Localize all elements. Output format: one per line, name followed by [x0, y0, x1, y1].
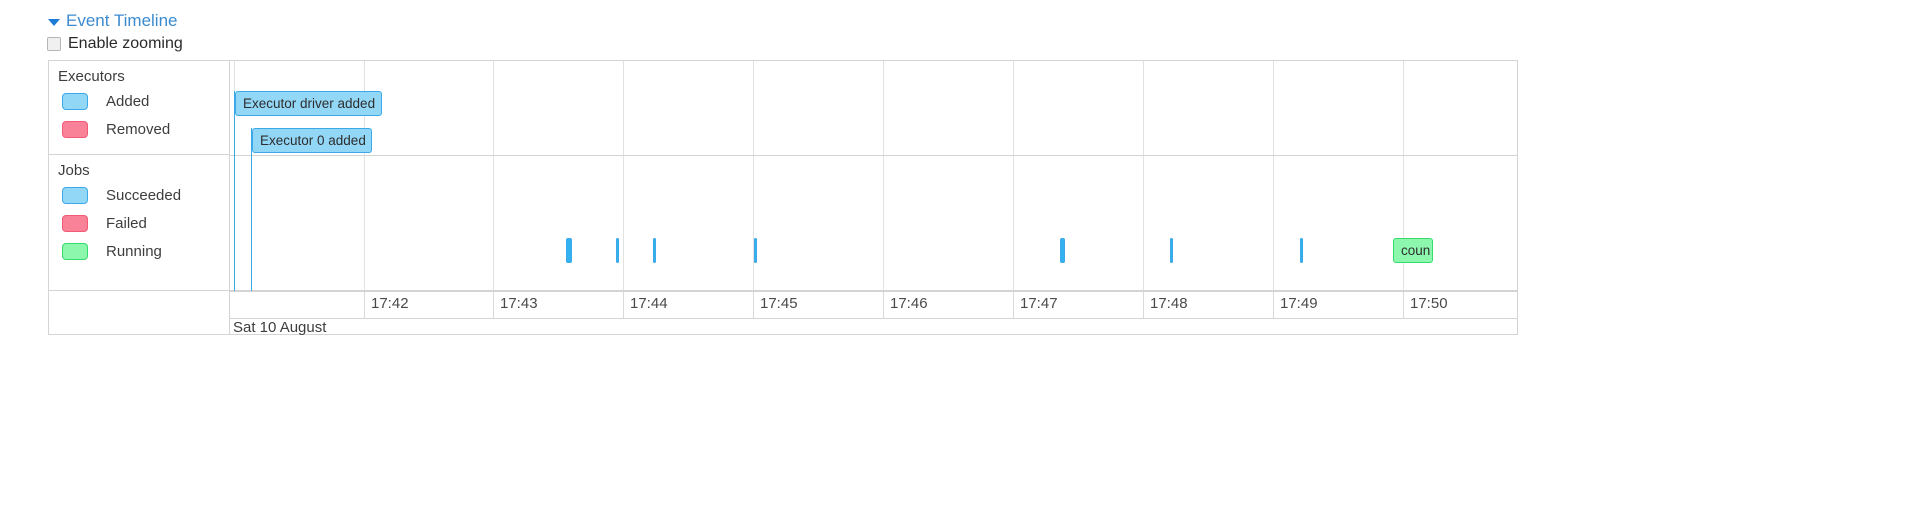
legend-item-removed: Removed — [49, 115, 230, 143]
enable-zooming-row[interactable]: Enable zooming — [47, 35, 183, 53]
legend-label-succeeded: Succeeded — [106, 186, 182, 204]
page-title[interactable]: Event Timeline — [66, 11, 178, 30]
job-bar[interactable] — [566, 238, 572, 263]
row-divider — [230, 290, 1517, 291]
job-event-box[interactable]: coun — [1393, 238, 1433, 263]
axis-tick-label: 17:46 — [890, 295, 928, 312]
legend-item-failed: Failed — [49, 209, 230, 237]
axis-tick — [753, 292, 754, 318]
grid-line — [623, 61, 624, 291]
legend-label-added: Added — [106, 92, 150, 110]
legend-label-failed: Failed — [106, 214, 147, 232]
grid-line — [1143, 61, 1144, 291]
grid-line — [1403, 61, 1404, 291]
axis-tick-label: 17:43 — [500, 295, 538, 312]
timeline-plot-area[interactable]: Executor driver added Executor 0 added cou… — [230, 61, 1517, 291]
legend-label-running: Running — [106, 242, 162, 260]
swatch-red-icon — [62, 120, 88, 138]
grid-line — [364, 61, 365, 291]
enable-zooming-label: Enable zooming — [68, 35, 183, 52]
row-divider — [230, 155, 1517, 156]
executor-event-box[interactable]: Executor driver added — [235, 91, 382, 116]
axis-tick-label: 17:49 — [1280, 295, 1318, 312]
swatch-green-icon — [62, 242, 88, 260]
swatch-red-icon — [62, 214, 88, 232]
job-bar[interactable] — [1060, 238, 1065, 263]
job-bar[interactable] — [616, 238, 619, 263]
axis-tick-label: 17:44 — [630, 295, 668, 312]
job-bar[interactable] — [1170, 238, 1173, 263]
event-timeline-toggle[interactable]: Event Timeline — [48, 11, 178, 31]
axis-tick — [1013, 292, 1014, 318]
checkbox-icon[interactable] — [47, 37, 61, 51]
executor-event-box[interactable]: Executor 0 added — [252, 128, 372, 153]
job-bar[interactable] — [1300, 238, 1303, 263]
axis-tick-label: 17:48 — [1150, 295, 1188, 312]
axis-tick — [364, 292, 365, 318]
legend-item-succeeded: Succeeded — [49, 181, 230, 209]
axis-tick-label: 17:45 — [760, 295, 798, 312]
grid-line — [883, 61, 884, 291]
grid-line — [493, 61, 494, 291]
axis-day-label: Sat 10 August — [233, 319, 327, 335]
axis-tick — [623, 292, 624, 318]
axis-tick-label: 17:50 — [1410, 295, 1448, 312]
timeline-axis: Sat 10 August 17:42 17:43 17:44 17:45 17:46 1… — [230, 291, 1517, 335]
axis-tick-label: 17:42 — [371, 295, 409, 312]
section-title-jobs: Jobs — [58, 162, 90, 179]
grid-line — [753, 61, 754, 291]
axis-tick — [1273, 292, 1274, 318]
axis-tick — [493, 292, 494, 318]
legend-group-jobs: Jobs Succeeded Failed Running — [49, 155, 230, 291]
event-stem — [234, 91, 235, 291]
legend-item-added: Added — [49, 87, 230, 115]
job-bar[interactable] — [754, 238, 757, 263]
axis-baseline — [230, 318, 1517, 319]
legend-gutter-footer — [49, 291, 230, 335]
section-title-executors: Executors — [58, 68, 125, 85]
swatch-blue-icon — [62, 186, 88, 204]
timeline-frame: Executors Added Removed Jobs Succeeded — [48, 60, 1518, 335]
grid-line — [1013, 61, 1014, 291]
axis-tick — [1143, 292, 1144, 318]
event-stem — [251, 128, 252, 291]
legend-group-executors: Executors Added Removed — [49, 61, 230, 155]
legend-item-running: Running — [49, 237, 230, 265]
job-bar[interactable] — [653, 238, 656, 263]
legend-label-removed: Removed — [106, 120, 171, 138]
axis-tick-label: 17:47 — [1020, 295, 1058, 312]
grid-line — [1273, 61, 1274, 291]
timeline-legend-gutter: Executors Added Removed Jobs Succeeded — [49, 61, 230, 334]
caret-down-icon[interactable] — [48, 18, 60, 26]
axis-tick — [883, 292, 884, 318]
swatch-blue-icon — [62, 92, 88, 110]
axis-tick — [1403, 292, 1404, 318]
